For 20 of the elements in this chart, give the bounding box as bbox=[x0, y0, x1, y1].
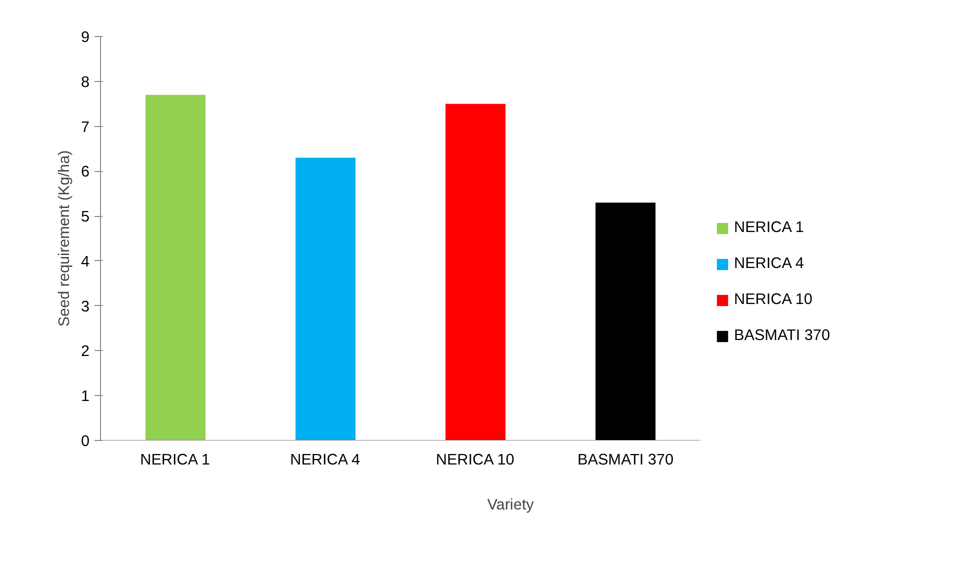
y-tick-label: 6 bbox=[80, 164, 90, 181]
legend-label: NERICA 10 bbox=[734, 291, 812, 309]
legend-label: NERICA 1 bbox=[734, 219, 804, 237]
y-tick-label: 7 bbox=[80, 118, 90, 136]
legend-label: NERICA 4 bbox=[734, 255, 804, 273]
y-tick-label: 3 bbox=[80, 298, 90, 316]
x-tick-label: NERICA 1 bbox=[140, 452, 210, 468]
y-tick-label: 1 bbox=[80, 388, 90, 406]
legend-label: BASMATI 370 bbox=[734, 327, 830, 345]
y-tick-label: 0 bbox=[80, 433, 90, 450]
y-tick-label: 5 bbox=[80, 208, 90, 226]
y-tick-label: 4 bbox=[80, 253, 90, 270]
x-tick-label: NERICA 10 bbox=[436, 452, 514, 468]
x-tick-label: BASMATI 370 bbox=[578, 452, 674, 468]
x-tick-label: NERICA 4 bbox=[290, 452, 360, 468]
y-axis-title: Seed requirement (Kg/ha) bbox=[56, 150, 73, 327]
y-tick-label: 9 bbox=[80, 29, 90, 46]
y-tick-label: 8 bbox=[80, 74, 90, 91]
y-tick-label: 2 bbox=[80, 343, 90, 360]
x-axis-title: Variety bbox=[487, 496, 534, 514]
